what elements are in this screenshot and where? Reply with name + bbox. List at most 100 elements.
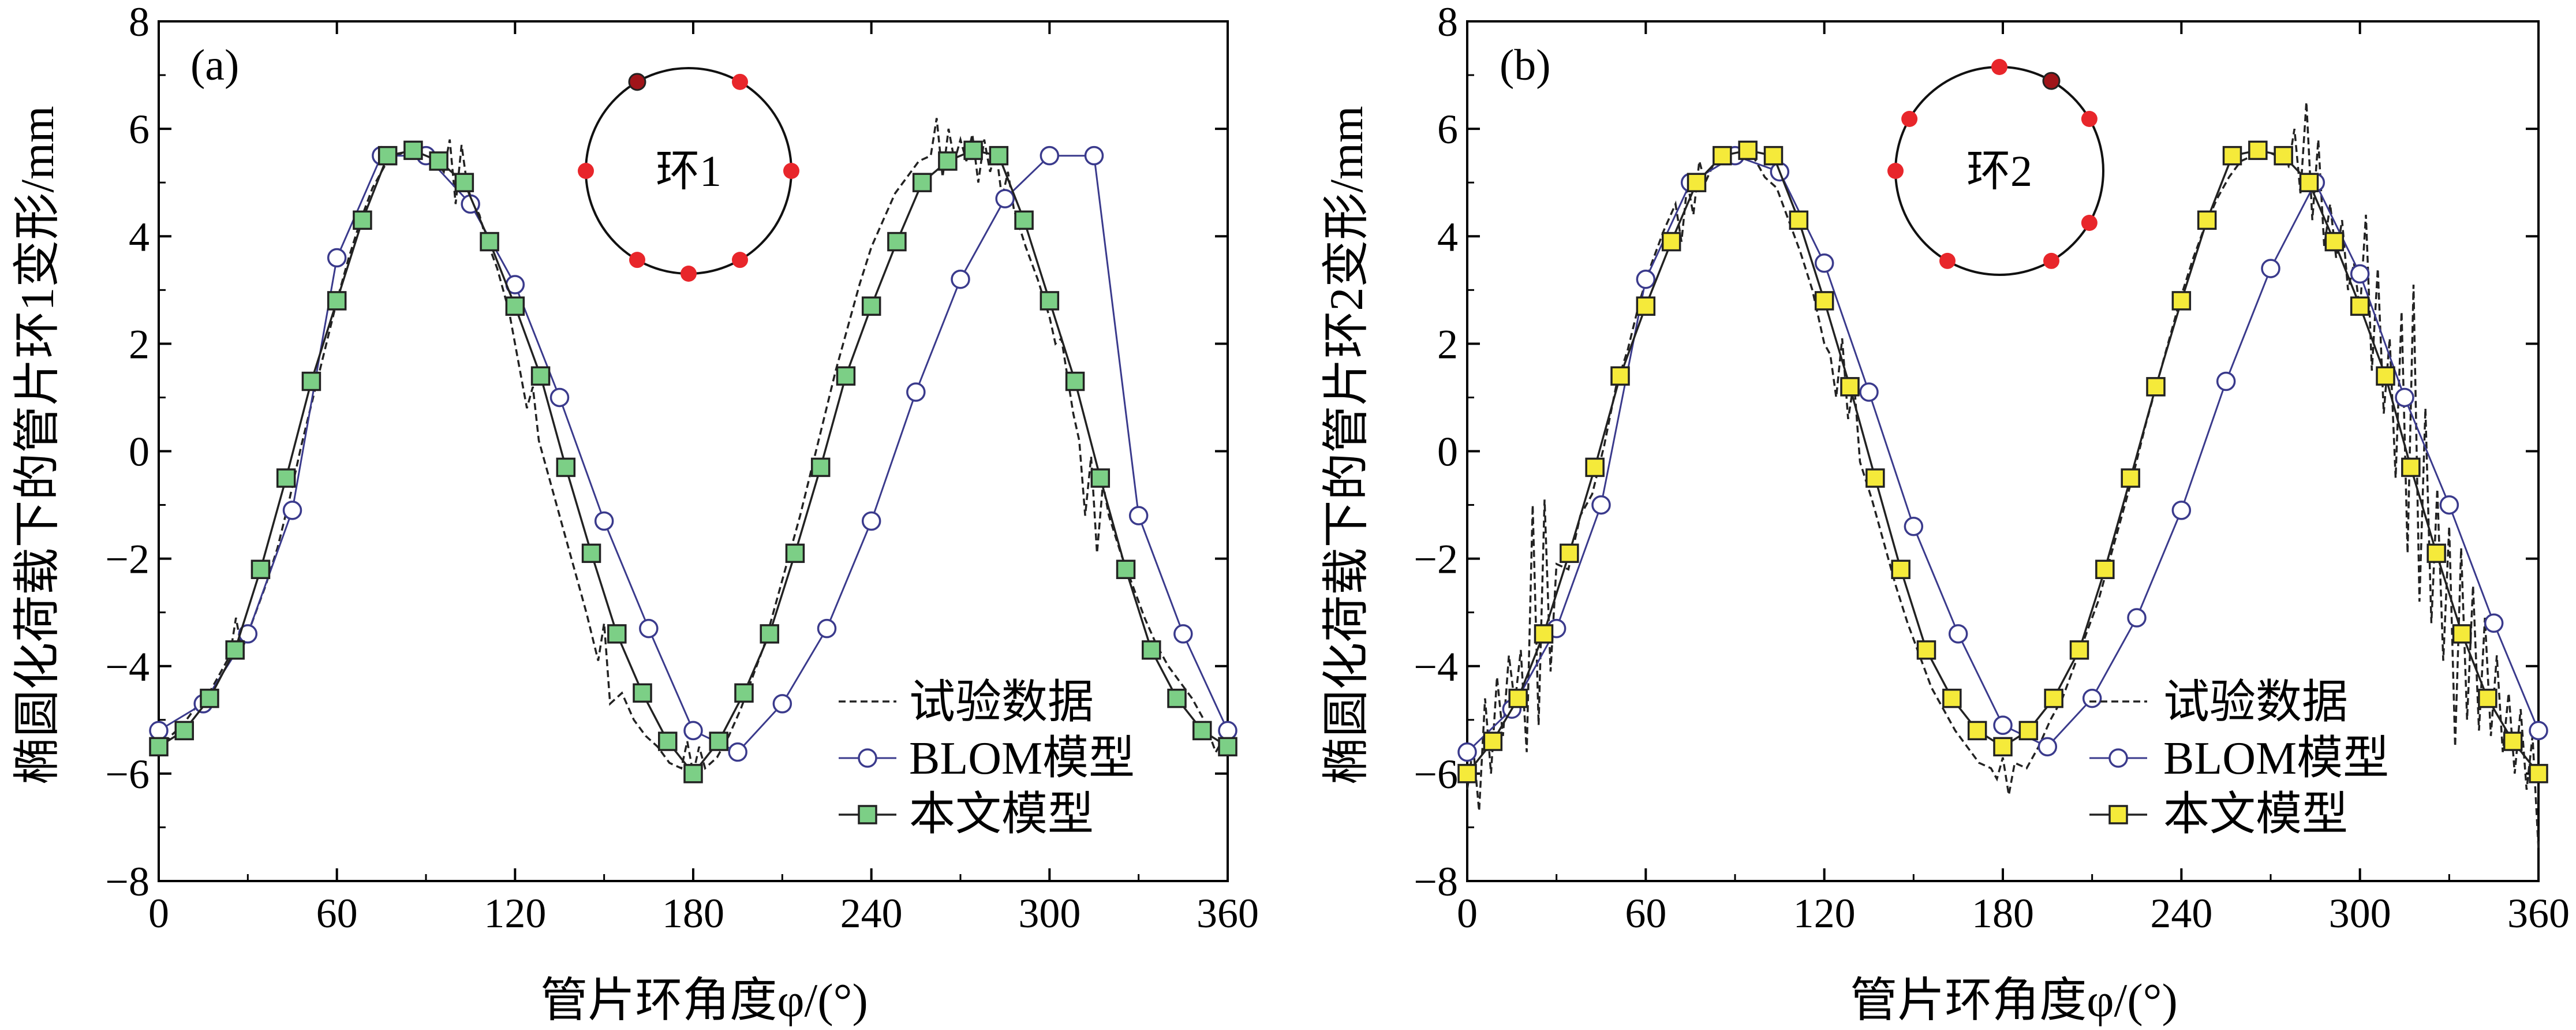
y-tick-label: 8 <box>1437 0 1458 45</box>
legend-swatch-blom-marker <box>2108 748 2128 768</box>
this-model-point <box>1738 140 1758 161</box>
this-model-point <box>1483 732 1503 751</box>
this-model-point <box>887 232 907 252</box>
blom-point <box>1636 269 1656 289</box>
inset-joint-marker <box>2081 215 2098 231</box>
blom-point <box>2395 387 2414 408</box>
x-tick-label: 60 <box>316 890 358 936</box>
this-model-point <box>2197 210 2217 230</box>
this-model-point <box>2222 145 2242 166</box>
this-model-point <box>2324 232 2345 252</box>
x-tick-label: 0 <box>148 890 169 936</box>
this-model-point <box>1142 640 1161 660</box>
this-model-point <box>1116 559 1136 579</box>
blom-point <box>149 721 169 741</box>
this-model-point <box>1585 457 1605 477</box>
this-model-point <box>938 151 958 171</box>
this-model-point <box>1891 559 1910 579</box>
this-model-point <box>429 151 448 171</box>
inset-joint-marker <box>629 252 645 268</box>
inset-joint-marker <box>1939 252 1956 269</box>
this-model-point <box>2171 291 2192 311</box>
blom-point <box>2127 608 2147 628</box>
this-model-point <box>2427 543 2446 563</box>
inset-joint-marker <box>1991 59 2007 75</box>
y-tick-label: 2 <box>1437 321 1458 367</box>
this-model-point <box>1967 721 1987 741</box>
this-model-point <box>2146 377 2166 397</box>
this-model-point <box>480 232 499 252</box>
this-model-point <box>2274 145 2293 166</box>
y-tick-label: 2 <box>129 321 149 367</box>
this-model-point <box>1218 737 1237 757</box>
blom-point <box>549 387 570 408</box>
panel-label: (a) <box>190 41 239 89</box>
this-model-point <box>1865 468 1885 488</box>
this-model-point <box>174 721 194 741</box>
this-model-point <box>1090 468 1111 488</box>
this-model-point <box>327 291 347 311</box>
this-model-point <box>1560 543 1579 563</box>
this-model-point <box>1840 377 1860 397</box>
this-model-point <box>530 366 551 386</box>
blom-point <box>906 382 926 402</box>
blom-point <box>1859 382 1879 402</box>
blom-point <box>1948 624 1968 644</box>
blom-point <box>1904 517 1924 536</box>
this-model-point <box>556 457 576 477</box>
blom-point <box>2037 737 2058 757</box>
this-model-point <box>1916 640 1936 660</box>
this-model-point <box>683 764 703 783</box>
inset-joint-marker <box>628 73 646 91</box>
this-model-point <box>1457 764 1477 783</box>
x-axis-title: 管片环角度φ/(°) <box>540 974 868 1027</box>
blom-point <box>2350 264 2370 284</box>
this-model-point <box>1192 721 1212 741</box>
blom-point <box>1993 715 2013 735</box>
x-tick-label: 180 <box>662 890 724 936</box>
x-tick-label: 60 <box>1625 890 1666 936</box>
legend-swatch-this-model-marker <box>2108 805 2128 824</box>
blom-point <box>951 269 970 289</box>
this-model-point <box>2248 140 2268 161</box>
legend-label-test-data: 试验数据 <box>909 677 1094 728</box>
y-tick-label: −6 <box>1414 751 1458 797</box>
this-model-point <box>353 210 372 230</box>
this-model-point <box>1687 173 1707 192</box>
inset-joint-marker <box>681 266 697 282</box>
this-model-point <box>912 173 932 192</box>
chart-panel-a: (a) 管片环角度φ/(°) 椭圆化荷载下的管片环1变形/mm 环1 试验数据 … <box>11 0 1259 1027</box>
this-model-point <box>2529 764 2548 783</box>
y-tick-label: −8 <box>1414 859 1458 905</box>
this-model-point <box>1814 291 1834 311</box>
inset-joint-marker <box>578 163 594 179</box>
this-model-point <box>2503 732 2523 751</box>
legend-label-this-model: 本文模型 <box>2163 789 2348 840</box>
blom-point <box>1173 624 1193 644</box>
y-tick-label: 4 <box>1437 214 1458 260</box>
y-tick-label: 0 <box>1437 429 1458 475</box>
this-model-point <box>2095 559 2115 579</box>
blom-point <box>1218 721 1237 741</box>
y-tick-label: −2 <box>1414 536 1458 583</box>
inset-joint-marker <box>1887 163 1904 179</box>
y-tick-label: 0 <box>129 429 149 475</box>
this-model-point <box>2044 688 2063 708</box>
this-model-point <box>963 140 983 161</box>
blom-point <box>1591 495 1611 515</box>
this-model-point <box>505 296 525 316</box>
this-model-point <box>149 737 169 757</box>
inset-ring-label: 环1 <box>656 147 721 196</box>
blom-point <box>282 501 302 520</box>
this-model-point <box>2299 173 2319 192</box>
legend-label-blom-model: BLOM模型 <box>909 733 1135 784</box>
blom-point <box>2439 495 2459 515</box>
this-model-point <box>2350 296 2370 316</box>
y-axis-title: 椭圆化荷载下的管片环1变形/mm <box>11 106 63 784</box>
this-model-point <box>1610 366 1630 386</box>
this-model-point <box>607 624 627 644</box>
x-tick-label: 360 <box>1197 890 1259 936</box>
this-model-point <box>1661 232 1681 252</box>
this-model-point <box>1508 688 1528 708</box>
this-model-point <box>1065 371 1085 391</box>
